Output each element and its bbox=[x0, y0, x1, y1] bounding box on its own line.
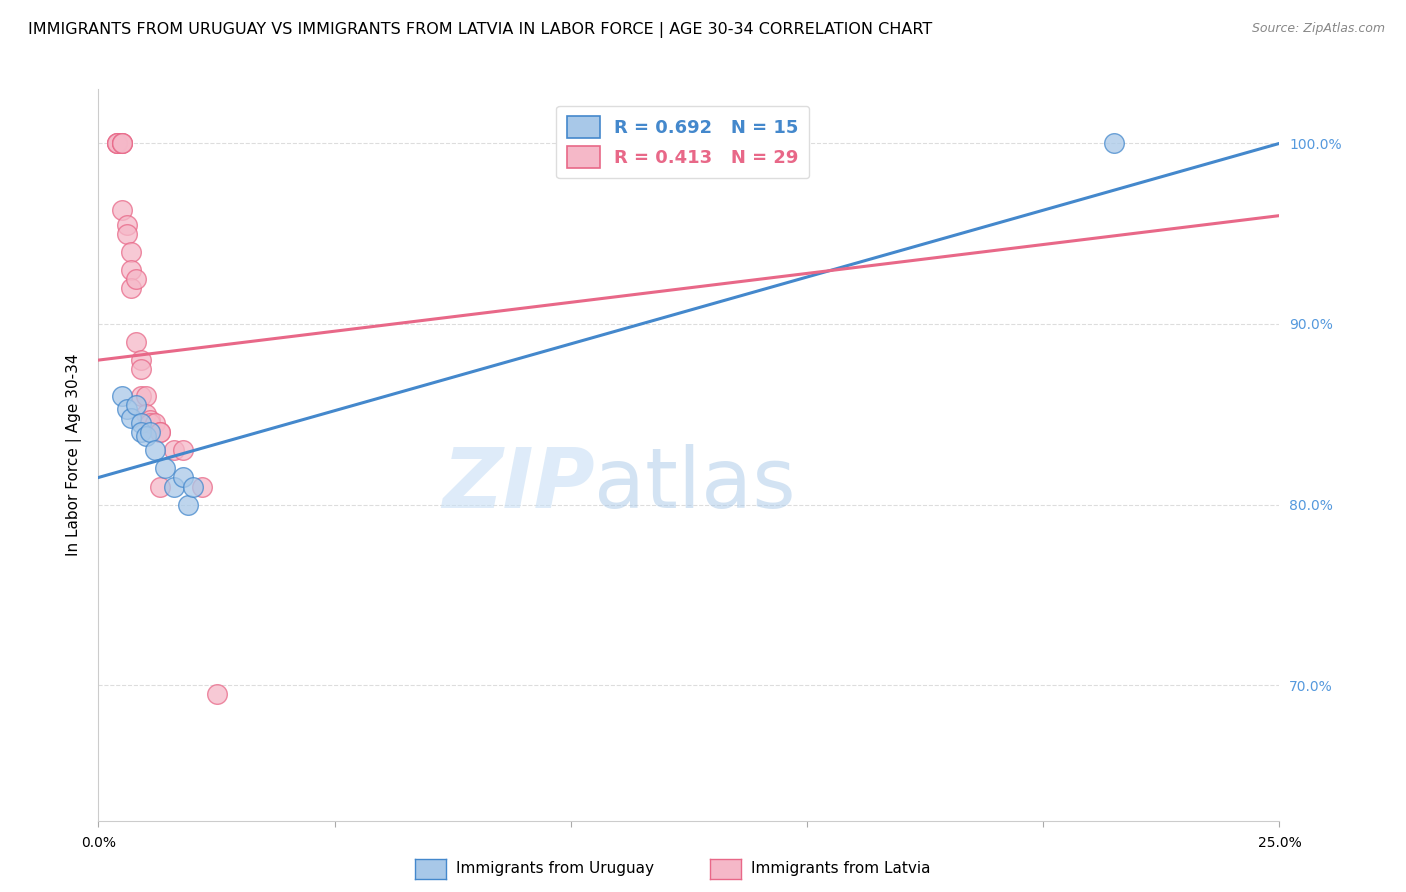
Point bbox=[143, 417, 166, 431]
Point bbox=[125, 272, 148, 286]
Point bbox=[135, 407, 157, 421]
Text: 0.0%: 0.0% bbox=[82, 836, 115, 850]
Point bbox=[177, 498, 200, 512]
Point bbox=[139, 417, 162, 431]
Point bbox=[115, 218, 138, 232]
Point bbox=[181, 479, 204, 493]
Point bbox=[121, 281, 143, 295]
Point bbox=[111, 389, 134, 403]
Y-axis label: In Labor Force | Age 30-34: In Labor Force | Age 30-34 bbox=[66, 353, 83, 557]
Point bbox=[143, 443, 166, 458]
Text: IMMIGRANTS FROM URUGUAY VS IMMIGRANTS FROM LATVIA IN LABOR FORCE | AGE 30-34 COR: IMMIGRANTS FROM URUGUAY VS IMMIGRANTS FR… bbox=[28, 22, 932, 38]
Text: Source: ZipAtlas.com: Source: ZipAtlas.com bbox=[1251, 22, 1385, 36]
Point bbox=[172, 443, 194, 458]
Point bbox=[111, 136, 134, 151]
Point bbox=[163, 479, 186, 493]
Point bbox=[139, 425, 162, 440]
Point bbox=[1102, 136, 1125, 151]
Point bbox=[105, 136, 128, 151]
Legend: R = 0.692   N = 15, R = 0.413   N = 29: R = 0.692 N = 15, R = 0.413 N = 29 bbox=[557, 105, 810, 178]
Point bbox=[129, 353, 152, 368]
Point bbox=[125, 334, 148, 349]
Point bbox=[129, 425, 152, 440]
Point bbox=[153, 461, 176, 475]
Point bbox=[172, 470, 194, 484]
Point bbox=[105, 136, 128, 151]
Point bbox=[105, 136, 128, 151]
Point bbox=[111, 203, 134, 218]
Point bbox=[125, 398, 148, 412]
Point bbox=[149, 425, 172, 440]
Point bbox=[111, 136, 134, 151]
Point bbox=[111, 136, 134, 151]
Point bbox=[205, 687, 228, 701]
Point bbox=[191, 479, 214, 493]
Point bbox=[115, 401, 138, 416]
Point bbox=[129, 362, 152, 376]
Text: Immigrants from Latvia: Immigrants from Latvia bbox=[751, 862, 931, 876]
Point bbox=[135, 389, 157, 403]
Text: atlas: atlas bbox=[595, 443, 796, 524]
Point bbox=[149, 425, 172, 440]
Point bbox=[121, 410, 143, 425]
Point bbox=[115, 227, 138, 241]
Point bbox=[163, 443, 186, 458]
Point bbox=[135, 429, 157, 443]
Point bbox=[121, 244, 143, 259]
Point bbox=[129, 389, 152, 403]
Text: Immigrants from Uruguay: Immigrants from Uruguay bbox=[456, 862, 654, 876]
Text: ZIP: ZIP bbox=[441, 443, 595, 524]
Point bbox=[139, 413, 162, 427]
Point bbox=[149, 479, 172, 493]
Text: 25.0%: 25.0% bbox=[1257, 836, 1302, 850]
Point bbox=[121, 262, 143, 277]
Point bbox=[129, 417, 152, 431]
